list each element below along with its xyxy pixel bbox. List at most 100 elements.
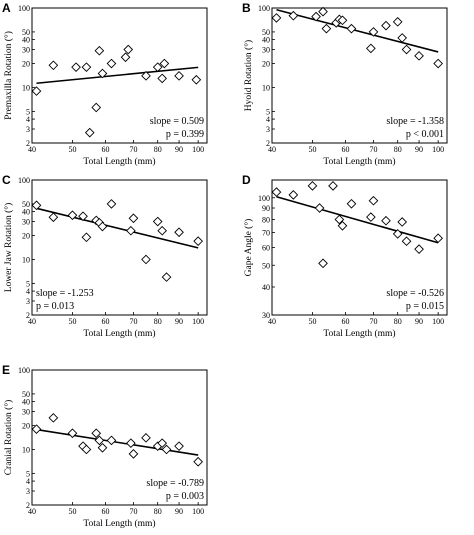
y-tick-label: 3 bbox=[26, 125, 30, 134]
plot-frame bbox=[31, 369, 208, 506]
x-tick-label: 80 bbox=[394, 145, 402, 154]
data-point bbox=[106, 199, 117, 209]
x-tick-label: 80 bbox=[154, 317, 162, 326]
panel-letter: B bbox=[242, 1, 251, 15]
x-tick-label: 70 bbox=[129, 507, 137, 516]
y-tick-label: 50 bbox=[22, 200, 30, 209]
slope-text: slope = -1.358 bbox=[386, 116, 444, 127]
data-point bbox=[81, 232, 92, 243]
panel-letter: E bbox=[2, 363, 10, 377]
data-point bbox=[48, 60, 59, 71]
x-tick-label: 80 bbox=[154, 507, 162, 516]
data-point bbox=[91, 102, 102, 113]
data-point bbox=[97, 68, 108, 79]
x-tick-label: 90 bbox=[175, 145, 183, 154]
slope-text: slope = -0.526 bbox=[386, 288, 444, 299]
panel-letter: D bbox=[242, 173, 251, 187]
y-tick-label: 20 bbox=[262, 60, 270, 69]
x-tick-label: 90 bbox=[415, 317, 423, 326]
x-tick-label: 60 bbox=[342, 317, 350, 326]
x-tick-label: 100 bbox=[192, 507, 204, 516]
plot-frame bbox=[271, 7, 448, 144]
x-tick-label: 80 bbox=[154, 145, 162, 154]
x-tick-label: 40 bbox=[268, 317, 276, 326]
data-point bbox=[81, 444, 92, 455]
data-point bbox=[318, 258, 328, 269]
data-point bbox=[141, 433, 151, 443]
data-point bbox=[84, 127, 95, 138]
data-point bbox=[307, 181, 318, 191]
data-point bbox=[271, 187, 282, 197]
plot-frame bbox=[31, 7, 208, 144]
data-point bbox=[67, 428, 78, 439]
y-tick-label: 2 bbox=[266, 139, 270, 148]
data-point bbox=[31, 424, 42, 435]
data-point bbox=[31, 200, 42, 211]
data-point bbox=[397, 217, 408, 227]
y-tick-label: 2 bbox=[26, 139, 30, 148]
y-tick-label: 10 bbox=[262, 83, 270, 92]
data-point bbox=[71, 62, 81, 73]
x-axis-label: Total Length (mm) bbox=[83, 156, 155, 167]
data-point bbox=[174, 71, 184, 81]
data-point bbox=[381, 20, 391, 31]
data-point bbox=[48, 413, 59, 423]
data-point bbox=[318, 6, 328, 17]
panel-letter: C bbox=[2, 173, 11, 187]
panel-letter: A bbox=[2, 1, 11, 15]
data-point bbox=[159, 58, 170, 69]
y-tick-label: 30 bbox=[22, 408, 30, 417]
y-tick-label: 100 bbox=[258, 194, 270, 203]
data-point bbox=[106, 435, 117, 446]
data-point bbox=[67, 210, 78, 221]
data-point bbox=[337, 15, 348, 26]
y-tick-label: 100 bbox=[258, 4, 270, 13]
x-tick-label: 40 bbox=[28, 317, 36, 326]
x-axis-label: Total Length (mm) bbox=[83, 328, 155, 339]
x-tick-label: 90 bbox=[175, 507, 183, 516]
data-point bbox=[321, 23, 332, 34]
data-point bbox=[81, 62, 92, 73]
y-tick-label: 40 bbox=[262, 283, 270, 292]
data-point bbox=[161, 272, 172, 282]
data-point bbox=[311, 11, 321, 22]
x-tick-label: 60 bbox=[102, 317, 110, 326]
data-point bbox=[48, 212, 59, 223]
data-point bbox=[397, 33, 408, 43]
x-tick-label: 90 bbox=[175, 317, 183, 326]
data-point bbox=[366, 212, 376, 222]
data-point bbox=[414, 244, 424, 254]
x-tick-label: 100 bbox=[192, 317, 204, 326]
y-tick-label: 50 bbox=[262, 28, 270, 37]
data-point bbox=[191, 74, 202, 85]
data-point bbox=[288, 10, 299, 21]
data-point bbox=[91, 428, 102, 439]
y-tick-label: 10 bbox=[22, 83, 30, 92]
data-point bbox=[97, 221, 108, 232]
regression-line bbox=[276, 8, 439, 53]
y-tick-label: 40 bbox=[262, 36, 270, 45]
x-tick-label: 80 bbox=[394, 317, 402, 326]
x-tick-label: 50 bbox=[68, 507, 76, 516]
data-point bbox=[288, 190, 299, 200]
data-point bbox=[120, 52, 131, 63]
data-point bbox=[433, 233, 443, 244]
data-point bbox=[123, 44, 134, 55]
data-point bbox=[31, 86, 42, 96]
x-tick-label: 70 bbox=[129, 145, 137, 154]
y-axis-label: Premaxilla Rotation (°) bbox=[3, 31, 14, 120]
data-point bbox=[161, 444, 172, 455]
data-point bbox=[152, 216, 163, 227]
data-point bbox=[128, 213, 139, 224]
x-tick-label: 50 bbox=[308, 145, 316, 154]
x-tick-label: 70 bbox=[129, 317, 137, 326]
x-tick-label: 50 bbox=[68, 145, 76, 154]
data-point bbox=[392, 16, 403, 27]
y-tick-label: 3 bbox=[26, 487, 30, 496]
regression-line bbox=[36, 207, 199, 249]
y-tick-label: 60 bbox=[262, 244, 270, 253]
data-point bbox=[193, 456, 203, 467]
